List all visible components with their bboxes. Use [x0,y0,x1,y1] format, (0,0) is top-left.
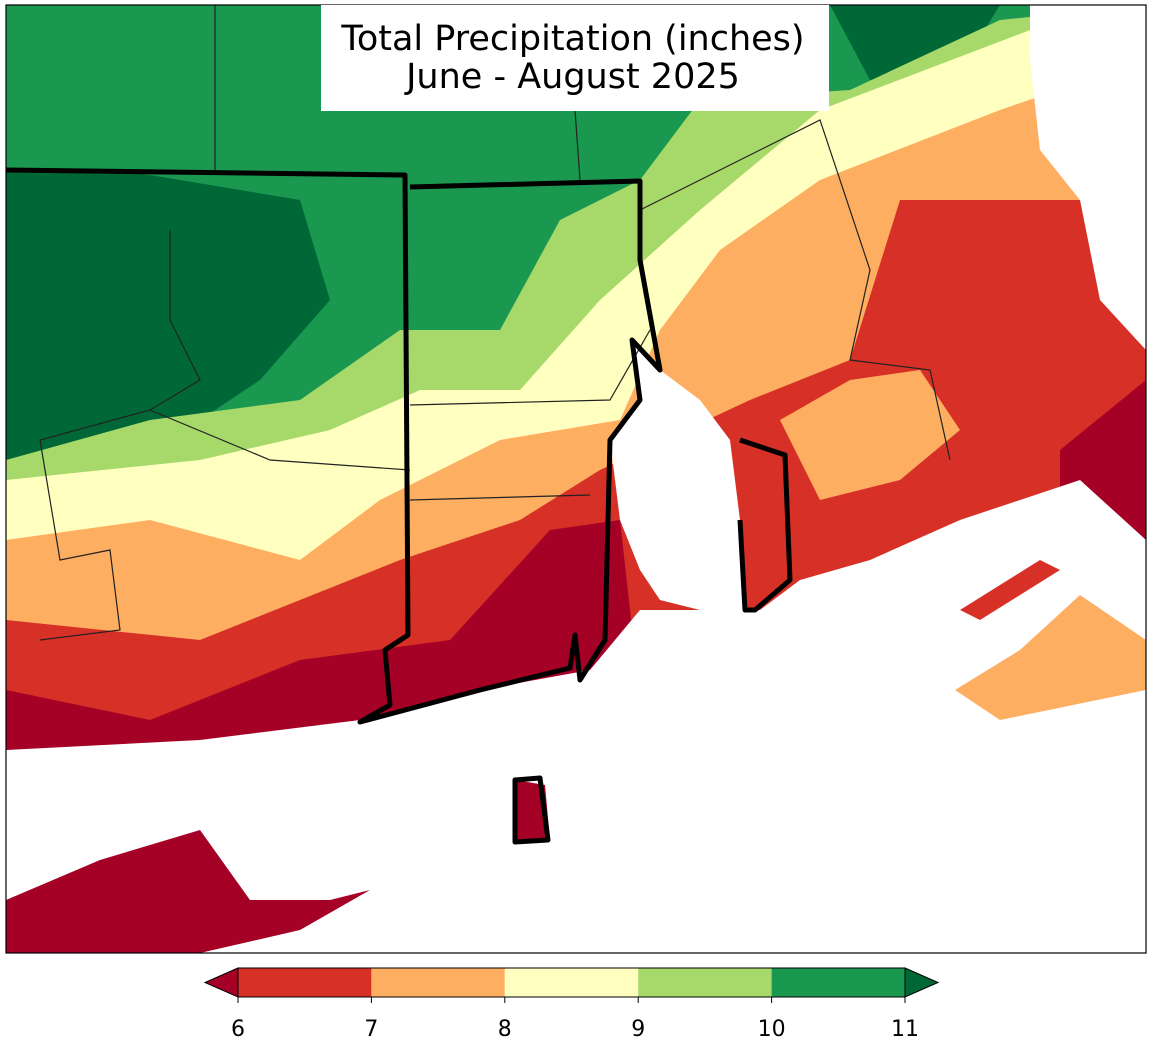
county-line [149,409,411,471]
tick-label: 9 [631,1017,645,1042]
subtitle: June - August 2025 [404,57,740,97]
county-line [639,119,951,461]
island [6,830,370,953]
tick-label: 6 [231,1017,245,1042]
colorbar-over [904,967,940,998]
tick-label: 10 [758,1017,786,1042]
zone [6,170,330,460]
map [6,5,1146,953]
county-line [39,230,201,641]
state-border [6,167,663,725]
tick-label: 11 [891,1017,919,1042]
ocean [6,480,1146,953]
state-border [737,437,793,613]
colorbar-segment [371,968,505,997]
county-line [409,329,651,406]
island [960,560,1060,620]
island [955,595,1146,720]
title: Total Precipitation (inches) [340,19,804,59]
county-line [574,109,581,181]
colorbar-frame [237,967,906,998]
colorbar-segment [504,968,639,997]
colorbar-segment [771,968,905,997]
colorbar-segment [638,968,772,997]
colorbar: 6 7 8 9 10 11 [203,967,940,1042]
colorbar-under [203,967,239,998]
ocean [1030,5,1146,350]
bay [610,340,745,610]
title-box [321,5,829,111]
tick-label: 8 [498,1017,512,1042]
county-line [409,494,591,501]
state-border [512,775,551,845]
colorbar-segment [238,968,372,997]
tick-label: 7 [364,1017,378,1042]
zone [780,370,960,500]
